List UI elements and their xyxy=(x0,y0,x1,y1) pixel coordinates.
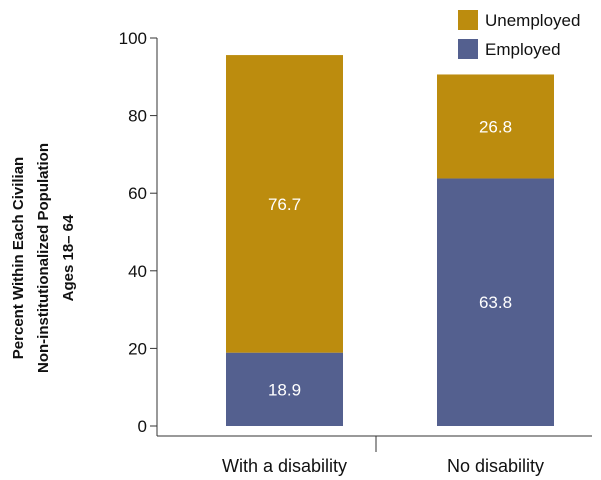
legend-swatch-unemployed xyxy=(458,10,478,30)
bar-employed-2 xyxy=(437,178,554,426)
legend-label-employed: Employed xyxy=(485,40,561,59)
legend: Unemployed Employed xyxy=(458,10,580,59)
y-axis-title: Percent Within Each Civilian Non-institu… xyxy=(10,143,77,373)
bar-employed-1 xyxy=(226,352,343,426)
y-tick-label-80: 80 xyxy=(128,107,147,126)
y-axis-title-line-2: Non-institutionalized Population xyxy=(35,143,52,373)
legend-swatch-employed xyxy=(458,39,478,59)
data-label-employed-2: 63.8 xyxy=(479,293,512,312)
data-label-employed-1: 18.9 xyxy=(268,380,301,399)
y-tick-label-100: 100 xyxy=(119,29,147,48)
bar-unemployed-1 xyxy=(226,55,343,353)
data-labels: 18.9 76.7 63.8 26.8 xyxy=(268,117,512,399)
data-label-unemployed-2: 26.8 xyxy=(479,117,512,136)
legend-label-unemployed: Unemployed xyxy=(485,11,580,30)
bars xyxy=(226,55,554,426)
y-tick-label-0: 0 xyxy=(138,417,147,436)
x-tick-label-2: No disability xyxy=(447,456,544,476)
bar-unemployed-2 xyxy=(437,74,554,179)
category-labels: With a disability No disability xyxy=(222,456,544,476)
y-tick-label-20: 20 xyxy=(128,339,147,358)
y-axis-title-line-3: Ages 18– 64 xyxy=(60,214,77,301)
x-axis xyxy=(157,435,592,452)
y-axis: 0 20 40 60 80 100 xyxy=(119,29,158,436)
y-tick-label-40: 40 xyxy=(128,262,147,281)
y-axis-title-line-1: Percent Within Each Civilian xyxy=(10,157,27,359)
x-tick-label-1: With a disability xyxy=(222,456,347,476)
data-label-unemployed-1: 76.7 xyxy=(268,195,301,214)
y-tick-label-60: 60 xyxy=(128,184,147,203)
